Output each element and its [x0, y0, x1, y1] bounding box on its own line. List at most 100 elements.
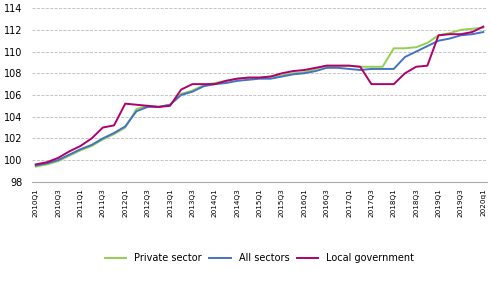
All sectors [447, 37, 453, 40]
All sectors [55, 158, 61, 162]
All sectors [391, 67, 397, 71]
Local government [122, 102, 128, 105]
All sectors [246, 78, 251, 82]
All sectors [100, 137, 106, 140]
All sectors [357, 68, 363, 72]
Local government [279, 72, 285, 75]
Local government [201, 82, 207, 86]
All sectors [190, 90, 195, 94]
All sectors [212, 82, 218, 86]
Private sector [66, 154, 72, 158]
Private sector [346, 64, 352, 67]
All sectors [234, 79, 240, 83]
Local government [312, 66, 318, 70]
Local government [469, 30, 475, 34]
Local government [234, 77, 240, 81]
Private sector [145, 104, 151, 108]
Line: Local government: Local government [36, 27, 483, 164]
Private sector [100, 138, 106, 141]
All sectors [436, 39, 441, 43]
Local government [100, 126, 106, 129]
Private sector [55, 159, 61, 163]
Private sector [480, 26, 486, 30]
All sectors [33, 164, 39, 167]
All sectors [78, 147, 83, 151]
Local government [190, 82, 195, 86]
Private sector [246, 76, 251, 79]
Private sector [447, 31, 453, 35]
Local government [257, 76, 263, 79]
Line: Private sector: Private sector [36, 28, 483, 167]
Local government [436, 34, 441, 37]
Local government [246, 76, 251, 79]
Local government [55, 156, 61, 160]
Private sector [134, 107, 139, 111]
Local government [424, 64, 430, 67]
All sectors [335, 66, 341, 70]
Local government [324, 64, 329, 67]
Private sector [44, 162, 50, 166]
All sectors [368, 67, 374, 71]
All sectors [458, 34, 464, 37]
All sectors [380, 67, 385, 71]
All sectors [223, 81, 229, 85]
Private sector [190, 89, 195, 92]
Private sector [89, 144, 95, 148]
Local government [33, 162, 39, 166]
Local government [212, 82, 218, 86]
Local government [391, 82, 397, 86]
Local government [89, 137, 95, 140]
Private sector [368, 65, 374, 69]
Local government [44, 160, 50, 164]
All sectors [89, 143, 95, 147]
All sectors [66, 153, 72, 156]
All sectors [301, 72, 307, 75]
All sectors [324, 66, 329, 70]
Private sector [357, 65, 363, 69]
Local government [178, 88, 184, 92]
Local government [335, 64, 341, 67]
Local government [223, 79, 229, 83]
Local government [301, 68, 307, 72]
Private sector [268, 75, 273, 78]
All sectors [111, 131, 117, 135]
Private sector [301, 70, 307, 74]
Legend: Private sector, All sectors, Local government: Private sector, All sectors, Local gover… [101, 249, 418, 267]
Local government [458, 32, 464, 36]
All sectors [201, 85, 207, 88]
All sectors [257, 77, 263, 81]
Private sector [391, 47, 397, 50]
Local government [78, 144, 83, 148]
Local government [156, 105, 162, 109]
Private sector [122, 126, 128, 129]
All sectors [268, 77, 273, 81]
Private sector [402, 47, 408, 50]
Private sector [436, 34, 441, 37]
Private sector [223, 79, 229, 83]
All sectors [122, 125, 128, 128]
Local government [111, 124, 117, 127]
Private sector [469, 27, 475, 31]
Private sector [234, 77, 240, 81]
All sectors [279, 75, 285, 78]
All sectors [290, 72, 296, 76]
Private sector [156, 105, 162, 109]
Local government [402, 72, 408, 75]
All sectors [413, 50, 419, 53]
Private sector [167, 103, 173, 107]
All sectors [178, 93, 184, 97]
Line: All sectors: All sectors [36, 32, 483, 165]
Local government [413, 65, 419, 69]
Local government [290, 69, 296, 73]
Local government [447, 32, 453, 36]
All sectors [134, 109, 139, 113]
Private sector [257, 76, 263, 79]
All sectors [312, 69, 318, 73]
Local government [167, 104, 173, 108]
Private sector [380, 65, 385, 69]
Private sector [178, 92, 184, 96]
Private sector [201, 83, 207, 87]
Private sector [212, 81, 218, 85]
Private sector [279, 74, 285, 77]
Local government [66, 149, 72, 153]
